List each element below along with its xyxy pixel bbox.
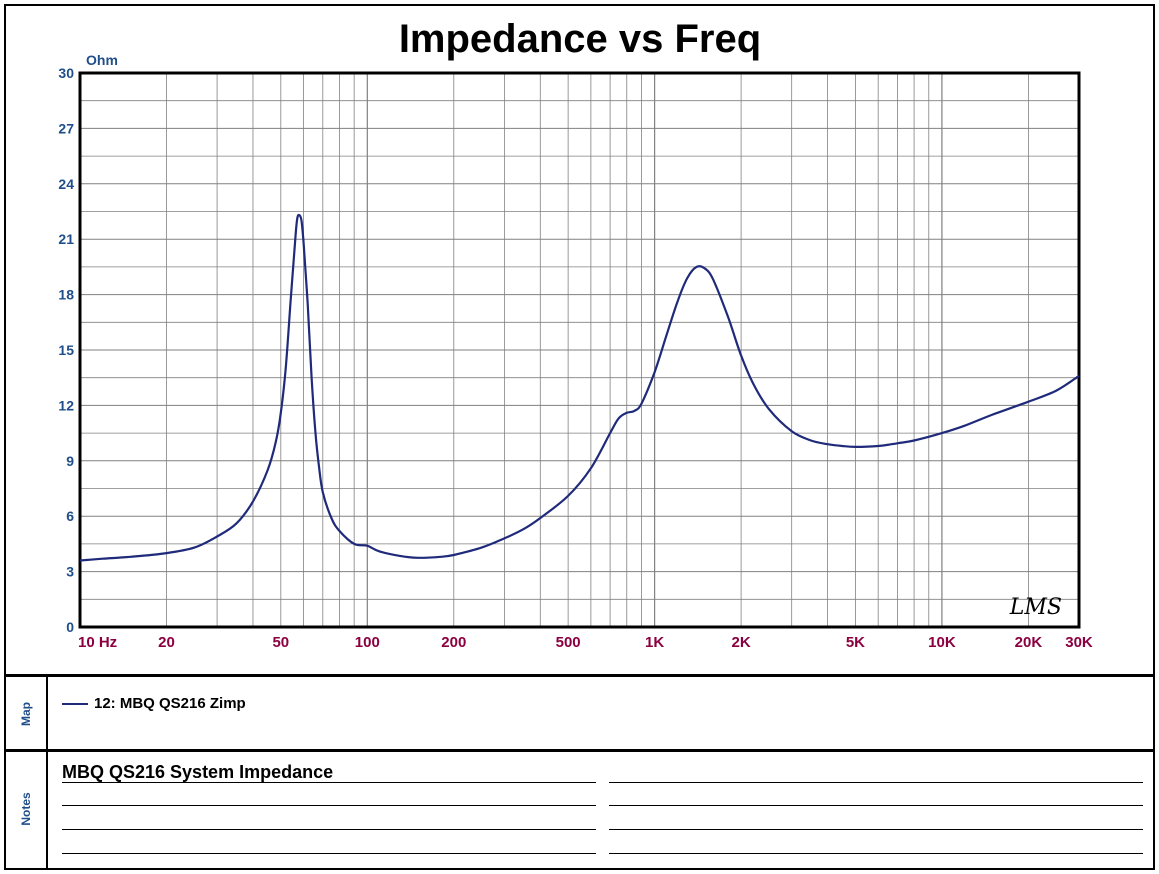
note-line xyxy=(62,782,596,783)
y-tick-label: 6 xyxy=(66,508,74,524)
notes-section: Notes MBQ QS216 System Impedance xyxy=(4,752,1155,870)
note-line xyxy=(62,853,596,854)
impedance-chart: Impedance vs Freq 0 3 6 9 12 15 18 21 24 27 30 10 … xyxy=(58,17,1093,651)
y-tick-label: 12 xyxy=(58,397,74,413)
note-line xyxy=(62,829,596,830)
grid xyxy=(79,72,1080,628)
note-line xyxy=(609,805,1143,806)
x-tick-label: 500 xyxy=(556,634,581,651)
x-axis-ticks: 10 Hz 20 50 100 200 500 1K 2K 5K 10K 20K 30K xyxy=(78,634,1093,651)
y-axis-ticks: 0 3 6 9 12 15 18 21 24 27 30 xyxy=(58,65,74,635)
y-tick-label: 18 xyxy=(58,287,74,303)
map-section: Map 12: MBQ QS216 Zimp xyxy=(4,674,1155,752)
x-tick-label: 100 xyxy=(355,634,380,651)
y-tick-label: 30 xyxy=(58,65,74,81)
x-tick-label: 20K xyxy=(1015,634,1043,651)
notes-label: Notes xyxy=(19,792,33,826)
note-line xyxy=(62,805,596,806)
y-tick-label: 24 xyxy=(58,176,74,192)
note-line xyxy=(609,853,1143,854)
x-tick-label: 5K xyxy=(846,634,865,651)
legend-line-swatch xyxy=(62,702,88,705)
chart-frame xyxy=(4,4,1155,870)
y-unit-label: Ohm xyxy=(86,52,118,68)
note-line xyxy=(609,829,1143,830)
x-tick-label: 50 xyxy=(272,634,289,651)
note-line xyxy=(609,782,1143,783)
x-tick-label: 1K xyxy=(645,634,664,651)
y-tick-label: 9 xyxy=(66,453,74,469)
notes-text[interactable]: MBQ QS216 System Impedance xyxy=(62,762,334,782)
x-tick-label: 10K xyxy=(928,634,956,651)
legend-item[interactable]: 12: MBQ QS216 Zimp xyxy=(62,695,246,712)
y-tick-label: 27 xyxy=(58,120,74,136)
legend-item-label: 12: MBQ QS216 Zimp xyxy=(94,695,246,712)
x-tick-label: 30K xyxy=(1065,634,1093,651)
lms-watermark: LMS xyxy=(1009,595,1062,620)
notes-side-column: Notes xyxy=(4,752,48,870)
series-line-impedance xyxy=(79,213,1080,562)
plot-area-border xyxy=(78,71,1081,629)
y-tick-label: 3 xyxy=(66,564,74,580)
y-tick-label: 15 xyxy=(58,342,74,358)
x-tick-label: 20 xyxy=(158,634,175,651)
y-tick-label: 0 xyxy=(66,619,74,635)
chart-title: Impedance vs Freq xyxy=(399,17,761,61)
map-side-column: Map xyxy=(4,677,48,749)
x-tick-label: 200 xyxy=(441,634,466,651)
y-tick-label: 21 xyxy=(58,231,74,247)
x-tick-label: 10 Hz xyxy=(78,634,117,651)
map-label: Map xyxy=(19,702,33,726)
x-tick-label: 2K xyxy=(732,634,751,651)
